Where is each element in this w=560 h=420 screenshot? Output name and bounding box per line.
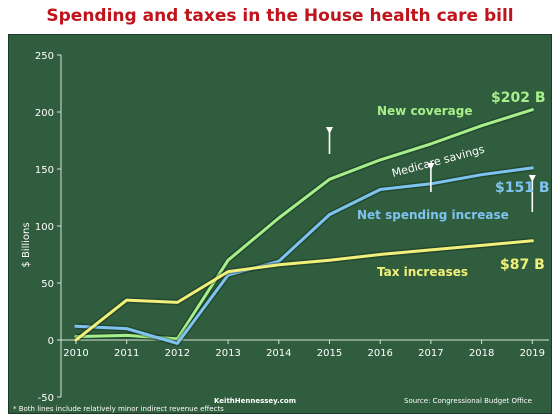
medicare-savings-arrowhead [326,127,333,134]
x-tick-label: 2011 [114,348,139,359]
y-tick-label: 250 [35,51,54,62]
medicare-savings-arrowhead [528,175,536,182]
y-tick-label: 0 [48,336,54,347]
y-axis-label: $ Billions [21,222,32,267]
y-tick-label: -50 [38,393,54,404]
x-tick-label: 2013 [215,348,240,359]
x-tick-label: 2019 [520,348,545,359]
x-tick-label: 2010 [63,348,88,359]
x-tick-label: 2018 [469,348,494,359]
series-label-new-coverage: New coverage [377,104,473,118]
chart-board: -50 0 50 100 150 200 250 2010 2011 2012 2013 2014 20… [8,34,552,414]
series-label-tax-increases: Tax increases [377,265,468,279]
series-shadow-net-spending-increase [75,164,533,347]
y-tick-label: 50 [41,279,54,290]
x-tick-label: 2015 [317,348,342,359]
medicare-savings-arrowhead [427,163,435,170]
y-tick-label: 100 [35,222,54,233]
end-label-net-spending: $151 B [495,180,550,196]
y-tick-label: 150 [35,165,54,176]
series-shadow-new-coverage [75,106,534,342]
x-tick-label: 2014 [266,348,291,359]
chart-title: Spending and taxes in the House health c… [46,6,514,26]
footnote: * Both lines include relatively minor in… [13,405,224,413]
line-chart: -50 0 50 100 150 200 250 2010 2011 2012 2013 2014 20… [13,51,550,413]
credit: KeithHennessey.com [214,397,296,405]
series-label-net-spending: Net spending increase [357,208,509,222]
x-tick-label: 2012 [165,348,190,359]
series-line-tax-increases [74,239,534,342]
end-label-tax-increases: $87 B [500,257,545,273]
series-shadow-tax-increases [74,237,533,343]
x-tick-label: 2016 [367,348,392,359]
y-tick-label: 200 [35,108,54,119]
source-note: Source: Congressional Budget Office [404,397,532,405]
x-tick-label: 2017 [418,348,443,359]
end-label-new-coverage: $202 B [491,90,546,106]
series-line-net-spending-increase [74,166,534,345]
series-line-new-coverage [74,108,534,341]
